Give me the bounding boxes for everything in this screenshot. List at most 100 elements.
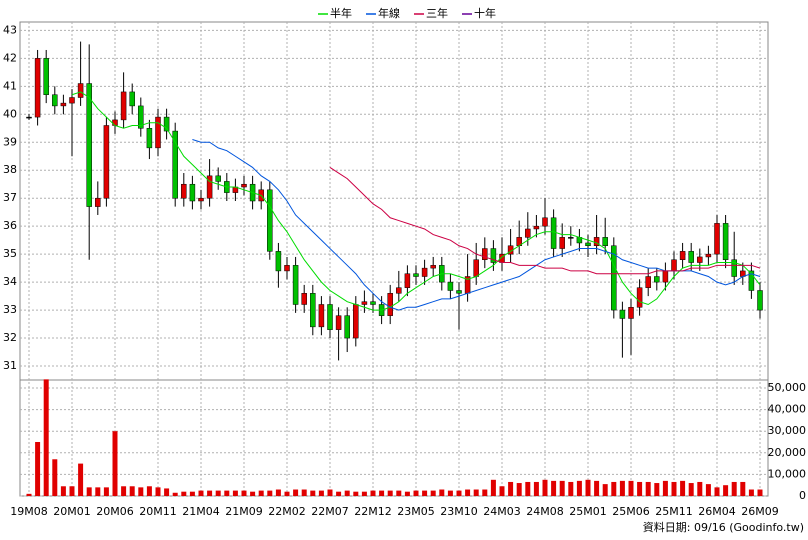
volume-bar (164, 488, 170, 496)
candle-body (172, 130, 178, 199)
volume-bar (576, 480, 582, 496)
x-tick-label: 25M01 (569, 505, 607, 518)
y-tick-label: 38 (3, 163, 17, 176)
volume-bar (714, 487, 720, 496)
candle-body (26, 116, 32, 119)
candle-body (353, 304, 359, 339)
volume-bar (645, 481, 651, 496)
candle-body (550, 217, 557, 249)
volume-bar (594, 480, 600, 496)
volume-bar (482, 489, 488, 496)
candle-body (413, 273, 419, 277)
candle-body (189, 183, 196, 202)
volume-bar (688, 483, 694, 496)
volume-bar (336, 491, 342, 496)
y2-tick-label: 40,000 (768, 403, 807, 416)
x-tick-label: 21M04 (182, 505, 220, 518)
y-tick-label: 43 (3, 23, 17, 36)
volume-bar (86, 487, 92, 496)
volume-bar (26, 493, 32, 496)
volume-bar (275, 489, 281, 496)
y-tick-label: 37 (3, 191, 17, 204)
candle-body (60, 102, 67, 107)
candle-body (628, 307, 634, 319)
volume-bar (551, 480, 557, 496)
volume-bar (43, 379, 49, 496)
candle-body (705, 253, 712, 258)
y2-tick-label: 30,000 (768, 424, 807, 437)
volume-bar (52, 459, 58, 496)
x-tick-label: 25M11 (655, 505, 693, 518)
y-tick-label: 33 (3, 303, 17, 316)
legend-label: 半年 (330, 6, 352, 20)
candle-body (284, 265, 290, 272)
volume-bar (78, 463, 84, 496)
legend-label: 三年 (426, 6, 448, 20)
candle-body (318, 304, 325, 328)
volume-bar (267, 490, 273, 496)
candle-body (748, 270, 755, 291)
volume-bar (189, 491, 195, 496)
volume-bar (465, 489, 471, 496)
candle-body (722, 223, 729, 260)
candle-body (533, 225, 540, 230)
volume-bar (181, 491, 187, 496)
volume-bar (654, 483, 660, 496)
volume-bar (198, 490, 204, 496)
candle-body (163, 116, 170, 132)
candle-body (757, 290, 763, 311)
candle-body (404, 273, 411, 288)
ma-line (329, 167, 761, 275)
volume-bar (121, 486, 127, 496)
x-tick-label: 26M04 (698, 505, 736, 518)
candle-body (654, 276, 660, 283)
candle-body (679, 251, 686, 260)
volume-bar (508, 481, 514, 496)
volume-bar (671, 481, 677, 496)
y-tick-label: 35 (3, 247, 17, 260)
candle-body (301, 293, 307, 305)
volume-bar (138, 487, 144, 496)
volume-bar (112, 431, 118, 496)
volume-bar (344, 490, 350, 496)
y-tick-label: 36 (3, 219, 17, 232)
candle-body (310, 293, 316, 328)
volume-bar (404, 491, 410, 496)
legend-label: 年線 (378, 6, 400, 20)
volume-bar (740, 481, 746, 496)
candle-body (120, 91, 127, 121)
candle-body (447, 281, 454, 291)
candle-body (95, 197, 101, 207)
x-tick-label: 21M09 (225, 505, 263, 518)
y-tick-label: 31 (3, 359, 17, 372)
candle-body (206, 175, 213, 199)
volume-bar (284, 491, 290, 496)
candle-body (370, 301, 376, 305)
candle-body (146, 128, 153, 149)
x-tick-label: 20M11 (139, 505, 177, 518)
x-tick-label: 24M03 (483, 505, 521, 518)
ma-line (71, 91, 761, 311)
x-tick-label: 24M08 (526, 505, 564, 518)
volume-bar (439, 489, 445, 496)
volume-bar (748, 489, 754, 496)
volume-bar (258, 490, 264, 496)
candle-body (714, 223, 720, 255)
source-note: 資料日期: 09/16 (Goodinfo.tw) (643, 520, 804, 534)
volume-bar (628, 480, 634, 496)
candle-body (103, 125, 110, 199)
volume-bar (250, 491, 256, 496)
candle-body (688, 251, 694, 263)
candle-body (585, 242, 591, 246)
candle-body (155, 116, 161, 149)
volume-bar (146, 486, 152, 496)
candle-body (697, 256, 703, 263)
candle-body (473, 259, 479, 277)
volume-bar (430, 490, 436, 496)
candle-body (69, 97, 75, 104)
candle-body (490, 248, 497, 263)
volume-bar (697, 481, 703, 496)
candle-body (327, 304, 333, 330)
x-tick-label: 25M06 (612, 505, 650, 518)
volume-bar (533, 481, 539, 496)
